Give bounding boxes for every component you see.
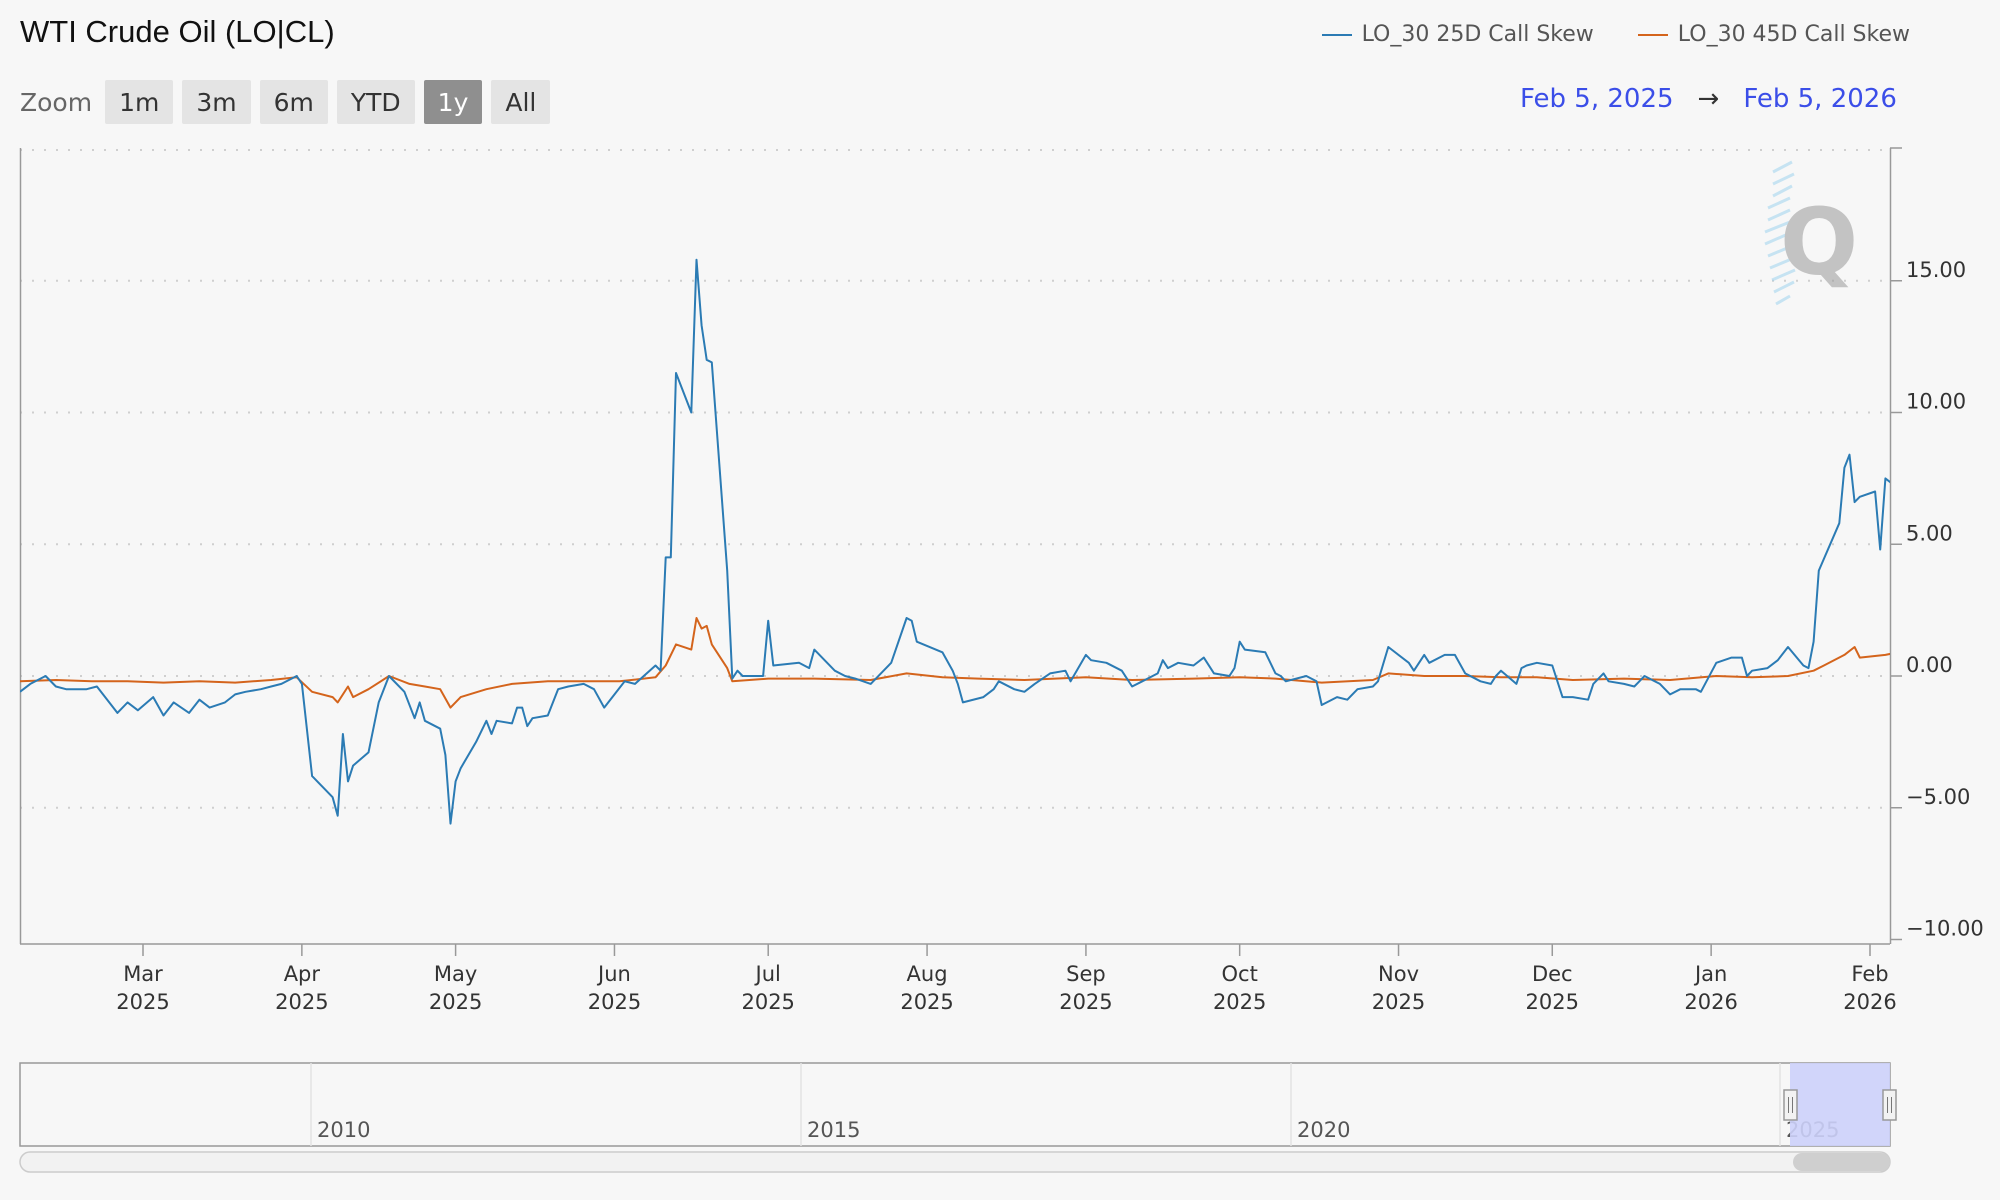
navigator-frame xyxy=(19,1062,1891,1147)
x-tick-year: 2025 xyxy=(1372,990,1425,1014)
legend-item-25d-call-skew[interactable]: LO_30 25D Call Skew xyxy=(1321,22,1594,47)
series-lines xyxy=(20,258,1890,825)
zoom-1y-button[interactable]: 1y xyxy=(423,80,483,124)
date-range: Feb 5, 2025 → Feb 5, 2026 xyxy=(1520,84,1897,114)
zoom-3m-button[interactable]: 3m xyxy=(182,80,251,124)
x-tick-month: Jun xyxy=(596,962,631,986)
watermark-logo: Q xyxy=(1764,160,1858,306)
x-tick-year: 2025 xyxy=(275,990,328,1014)
legend-swatch-25d xyxy=(1321,33,1352,36)
legend: LO_30 25D Call Skew LO_30 45D Call Skew xyxy=(1321,22,1910,47)
y-tick-label: 10.00 xyxy=(1906,390,1966,414)
x-tick-month: Jul xyxy=(754,962,781,986)
page-title: WTI Crude Oil (LO|CL) xyxy=(20,14,335,49)
y-tick-label: −5.00 xyxy=(1906,785,1970,809)
x-tick-month: Oct xyxy=(1222,962,1258,986)
axes xyxy=(19,147,1902,945)
zoom-ytd-button[interactable]: YTD xyxy=(336,80,415,124)
y-tick-label: 5.00 xyxy=(1906,521,1953,545)
x-tick-month: Mar xyxy=(123,962,163,986)
x-tick-year: 2026 xyxy=(1684,990,1737,1014)
y-tick-label: −10.00 xyxy=(1906,917,1984,941)
legend-item-45d-call-skew[interactable]: LO_30 45D Call Skew xyxy=(1637,22,1910,47)
x-tick-year: 2026 xyxy=(1843,990,1896,1014)
x-tick-month: Aug xyxy=(907,962,948,986)
zoom-all-button[interactable]: All xyxy=(491,80,551,124)
zoom-label: Zoom xyxy=(20,87,93,117)
zoom-bar: Zoom 1m 3m 6m YTD 1y All xyxy=(20,80,551,124)
date-from-input[interactable]: Feb 5, 2025 xyxy=(1520,84,1674,114)
x-tick-year: 2025 xyxy=(429,990,482,1014)
x-tick-year: 2025 xyxy=(1213,990,1266,1014)
legend-label-25d: LO_30 25D Call Skew xyxy=(1361,22,1594,47)
x-tick-month: Nov xyxy=(1378,962,1419,986)
y-tick-label: 15.00 xyxy=(1906,258,1966,282)
y-tick-label: 0.00 xyxy=(1906,653,1953,677)
x-tick-year: 2025 xyxy=(588,990,641,1014)
zoom-1m-button[interactable]: 1m xyxy=(105,80,174,124)
x-tick-year: 2025 xyxy=(116,990,169,1014)
x-tick-month: Jan xyxy=(1693,962,1727,986)
x-tick-year: 2025 xyxy=(1059,990,1112,1014)
zoom-6m-button[interactable]: 6m xyxy=(259,80,328,124)
series-line-45d-call-skew xyxy=(20,617,1890,709)
series-line-25d-call-skew xyxy=(20,258,1890,825)
svg-text:Q: Q xyxy=(1780,189,1858,296)
navigator-tick-label: 2010 xyxy=(317,1118,370,1142)
legend-swatch-45d xyxy=(1637,33,1668,36)
x-tick-month: Sep xyxy=(1066,962,1106,986)
navigator-left-handle[interactable] xyxy=(1783,1089,1798,1121)
x-tick-month: Apr xyxy=(284,962,321,986)
scrollbar-thumb[interactable] xyxy=(1793,1153,1890,1171)
navigator-tick-label: 2015 xyxy=(807,1118,860,1142)
x-tick-month: Feb xyxy=(1851,962,1888,986)
navigator-right-handle[interactable] xyxy=(1882,1089,1897,1121)
y-axis-ticks: 15.00 10.00 5.00 0.00 −5.00 −10.00 xyxy=(1890,258,1984,941)
navigator-tick-label: 2020 xyxy=(1297,1118,1350,1142)
navigator-selection[interactable] xyxy=(1790,1063,1890,1146)
date-to-input[interactable]: Feb 5, 2026 xyxy=(1743,84,1897,114)
x-tick-year: 2025 xyxy=(900,990,953,1014)
date-arrow: → xyxy=(1697,84,1720,114)
x-tick-month: May xyxy=(434,962,477,986)
x-axis-ticks: Mar 2025 Apr 2025 May 2025 Jun 2025 Jul 2025 Aug 20… xyxy=(116,944,1897,1014)
x-tick-year: 2025 xyxy=(1526,990,1579,1014)
scrollbar[interactable] xyxy=(19,1151,1891,1173)
navigator[interactable]: 2010201520202025 xyxy=(19,1062,1897,1147)
x-tick-year: 2025 xyxy=(741,990,794,1014)
x-tick-month: Dec xyxy=(1532,962,1573,986)
gridlines xyxy=(20,149,1890,809)
scrollbar-track[interactable] xyxy=(19,1151,1891,1173)
legend-label-45d: LO_30 45D Call Skew xyxy=(1677,22,1910,47)
